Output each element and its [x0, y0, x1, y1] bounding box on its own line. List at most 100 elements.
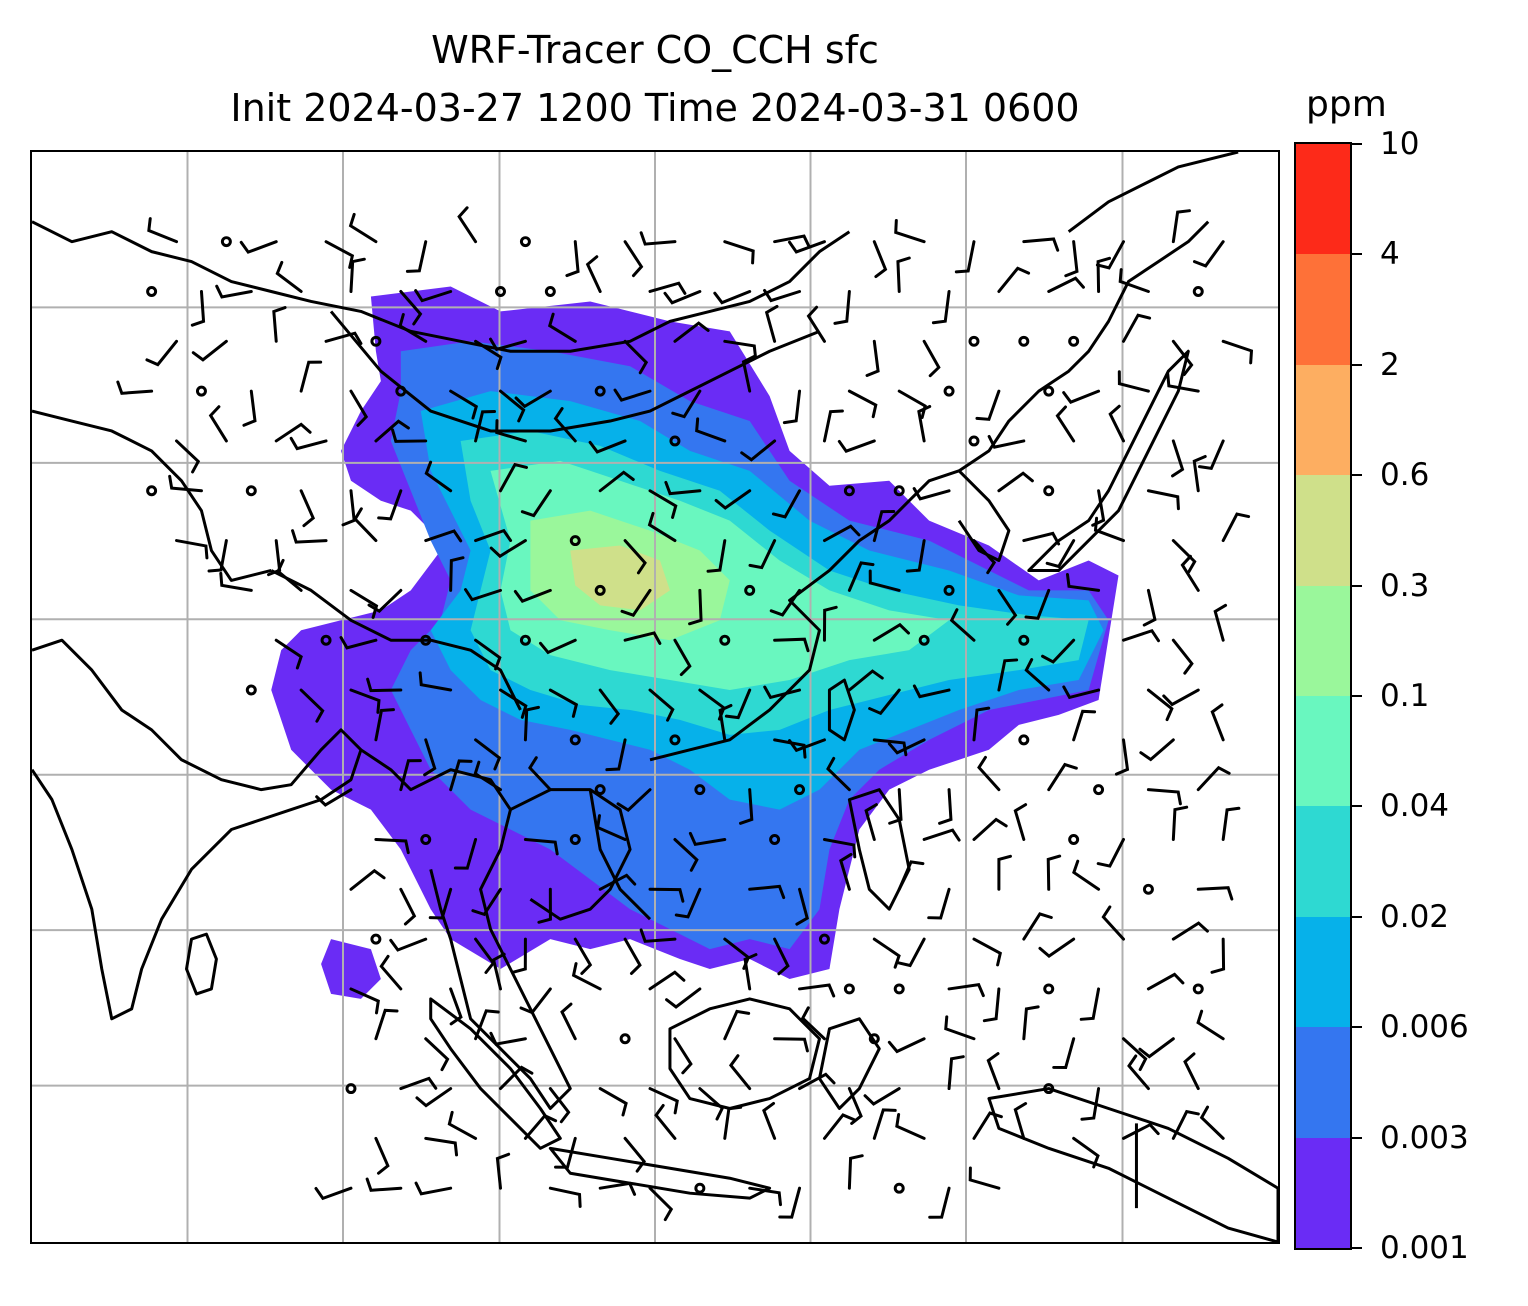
- wind-barb: [698, 1087, 725, 1121]
- calm-wind-marker: [395, 385, 407, 397]
- wind-barb: [1022, 1005, 1040, 1041]
- coastline-new-guinea: [987, 1087, 1278, 1242]
- colorbar-tick: [1352, 474, 1362, 477]
- wind-barb: [1171, 539, 1197, 574]
- calm-wind-marker: [1018, 335, 1030, 347]
- colorbar-tick-label: 0.02: [1380, 898, 1450, 935]
- wind-barb: [639, 231, 677, 246]
- wind-barb: [1045, 539, 1076, 569]
- calm-wind-marker: [519, 236, 531, 248]
- wind-barb: [274, 638, 303, 670]
- coastline-sulawesi: [817, 1017, 881, 1110]
- wind-barb: [208, 405, 228, 443]
- wind-barb: [896, 256, 911, 293]
- wind-barb: [972, 539, 997, 575]
- wind-barb: [391, 428, 428, 443]
- wind-barb: [773, 234, 811, 249]
- wind-barb: [175, 539, 209, 560]
- wind-barb: [1138, 1037, 1175, 1059]
- calm-wind-marker: [1018, 634, 1030, 646]
- wind-barb: [663, 289, 702, 305]
- border-central-asia: [32, 409, 272, 582]
- wind-barb: [1199, 1105, 1225, 1140]
- colorbar-unit: ppm: [1306, 84, 1387, 125]
- colorbar-tick: [1352, 805, 1362, 808]
- wind-barb: [787, 240, 826, 254]
- wind-barb: [872, 1108, 897, 1140]
- wind-barb: [191, 339, 228, 362]
- colorbar-tick: [1352, 1247, 1362, 1249]
- wind-barb: [1122, 313, 1152, 343]
- wind-barb: [847, 389, 878, 419]
- wind-barb: [1171, 805, 1189, 841]
- calm-wind-marker: [893, 983, 905, 995]
- wind-barb: [648, 970, 686, 991]
- wind-barb: [215, 284, 253, 299]
- wind-barb: [688, 588, 703, 626]
- wind-barb: [1117, 370, 1150, 393]
- wind-barb: [872, 937, 901, 969]
- wind-barb: [289, 436, 328, 451]
- wind-barb: [1072, 1136, 1100, 1169]
- wind-barb: [773, 637, 810, 653]
- wind-barb: [648, 281, 687, 295]
- wind-barb: [972, 706, 991, 742]
- wind-barb: [847, 669, 884, 692]
- wind-barb: [1142, 588, 1157, 627]
- calm-wind-marker: [694, 1182, 706, 1194]
- wind-barb: [605, 738, 627, 772]
- coastline-china-east: [649, 220, 1210, 762]
- calm-wind-marker: [569, 833, 581, 845]
- wind-barb: [648, 1186, 674, 1222]
- wind-barb: [348, 212, 378, 244]
- wind-barb: [673, 321, 710, 343]
- wind-barb: [447, 1110, 478, 1140]
- wind-barb: [147, 217, 179, 244]
- wind-barb: [1080, 1087, 1101, 1121]
- coastlines: [32, 152, 1278, 1242]
- wind-barb: [598, 470, 635, 493]
- wind-barb: [728, 1054, 752, 1091]
- wind-barb: [806, 305, 826, 343]
- coastline-japan: [1027, 349, 1190, 572]
- wind-barb: [1024, 658, 1051, 692]
- wind-barb: [944, 1015, 976, 1041]
- colorbar-tick-label: 0.04: [1380, 788, 1450, 825]
- colorbar-tick-label: 10: [1380, 126, 1420, 162]
- wind-barb: [588, 439, 627, 454]
- wind-barb: [1114, 738, 1130, 776]
- wind-barb: [897, 389, 927, 420]
- wind-barb: [865, 339, 880, 377]
- wind-barb: [975, 389, 1001, 421]
- calm-wind-marker: [519, 634, 531, 646]
- wind-barb: [1196, 886, 1234, 901]
- wind-barb: [773, 937, 790, 976]
- wind-barb: [424, 1037, 450, 1072]
- wind-barb: [423, 738, 437, 777]
- wind-barb: [982, 987, 1001, 1023]
- wind-barb: [473, 760, 502, 792]
- calm-wind-marker: [794, 784, 806, 796]
- wind-barb: [833, 289, 851, 325]
- wind-barb: [499, 688, 528, 719]
- wind-barb: [922, 828, 961, 842]
- wind-barb: [299, 489, 316, 528]
- wind-barb: [894, 218, 926, 244]
- wind-barb: [424, 1136, 459, 1157]
- wind-barb: [239, 240, 278, 254]
- wind-barb: [1062, 389, 1101, 404]
- coastline-borneo: [668, 997, 821, 1110]
- wind-barb: [763, 685, 802, 700]
- wind-barb: [374, 837, 410, 855]
- wind-barb: [1096, 837, 1125, 868]
- wind-barb: [1122, 628, 1160, 643]
- coastline-korea: [957, 469, 1011, 562]
- wind-barb: [847, 1087, 863, 1125]
- wind-barb: [863, 1087, 901, 1106]
- wind-barb: [1038, 937, 1076, 959]
- wind-barb: [647, 511, 677, 543]
- wind-barb: [190, 289, 206, 327]
- wind-barb: [1146, 788, 1182, 806]
- wind-barb: [623, 937, 642, 975]
- wind-barb: [1093, 516, 1125, 543]
